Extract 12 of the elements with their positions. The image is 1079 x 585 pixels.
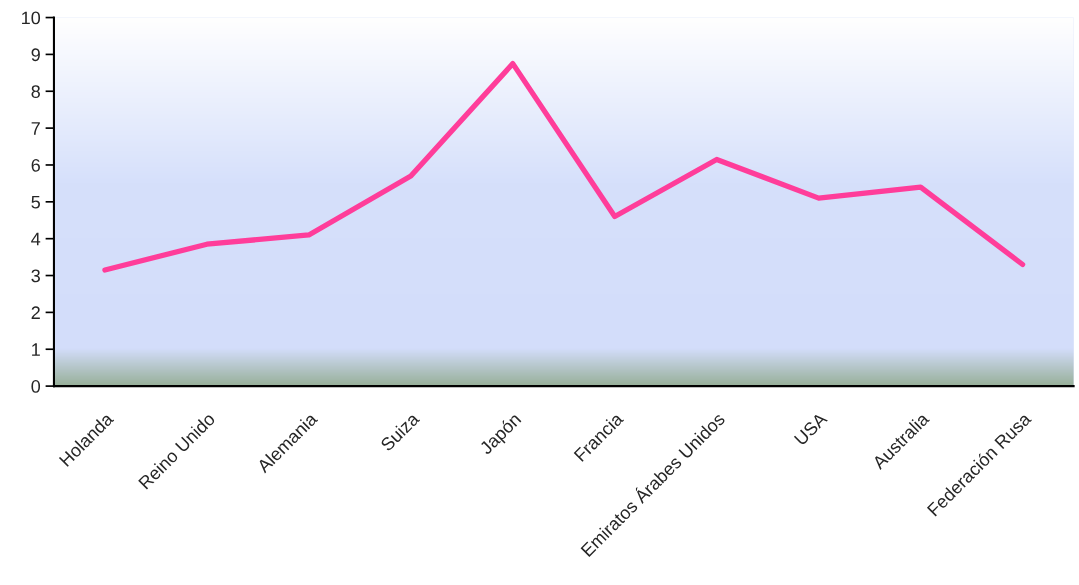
y-tick-label: 4 — [31, 232, 41, 246]
y-tick-label: 10 — [22, 11, 41, 25]
y-tick-label: 0 — [31, 380, 41, 393]
y-tick-label: 2 — [31, 306, 40, 319]
y-tick-label: 5 — [31, 195, 40, 209]
y-tick-label: 8 — [31, 85, 40, 98]
y-tick-label: 6 — [31, 158, 40, 172]
y-tick-label: 1 — [32, 343, 40, 356]
y-tick-label: 9 — [31, 48, 40, 62]
y-tick-label: 7 — [31, 122, 40, 135]
x-tick-label: USA — [793, 411, 829, 446]
y-tick-label: 3 — [31, 269, 40, 283]
